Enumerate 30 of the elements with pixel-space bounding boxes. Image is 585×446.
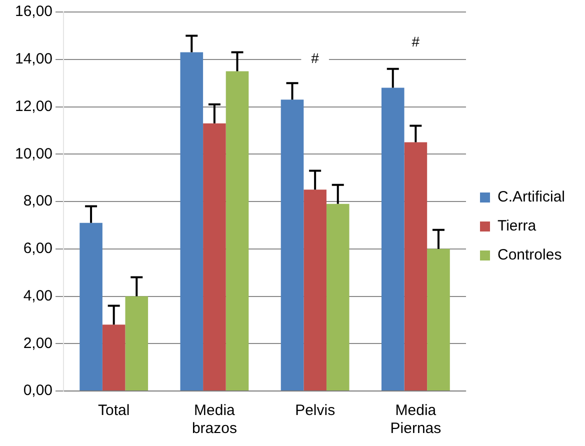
bar <box>180 52 204 390</box>
bar <box>125 296 148 390</box>
bar <box>326 204 350 390</box>
y-tick-label: 14,00 <box>14 50 53 68</box>
legend-label: Controles <box>497 246 562 264</box>
y-tick-label: 10,00 <box>14 145 53 162</box>
bar <box>203 123 226 390</box>
legend-label: Tierra <box>497 218 537 235</box>
bar <box>404 142 428 390</box>
y-tick-label: 6,00 <box>23 240 53 258</box>
y-tick-label: 2,00 <box>23 334 53 352</box>
x-tick-label: Pelvis <box>295 402 336 420</box>
x-tick-label: Total <box>98 402 130 420</box>
annotation: # <box>311 50 320 66</box>
x-tick-label: Media Piernas <box>390 402 442 438</box>
bar <box>226 71 249 390</box>
y-tick-label: 8,00 <box>23 192 53 210</box>
bar <box>280 100 304 390</box>
annotation: # <box>412 34 420 50</box>
bar <box>80 222 102 390</box>
x-tick-label: Media brazos <box>192 402 237 438</box>
y-tick-label: 4,00 <box>23 287 53 304</box>
y-tick-label: 0,00 <box>23 382 53 400</box>
bar <box>381 88 404 390</box>
legend-label: C.Artificial <box>497 188 566 206</box>
y-tick-label: 16,00 <box>14 3 53 20</box>
bar <box>304 190 326 390</box>
y-tick-label: 12,00 <box>14 98 53 115</box>
bar <box>427 248 450 390</box>
bar <box>102 324 126 390</box>
